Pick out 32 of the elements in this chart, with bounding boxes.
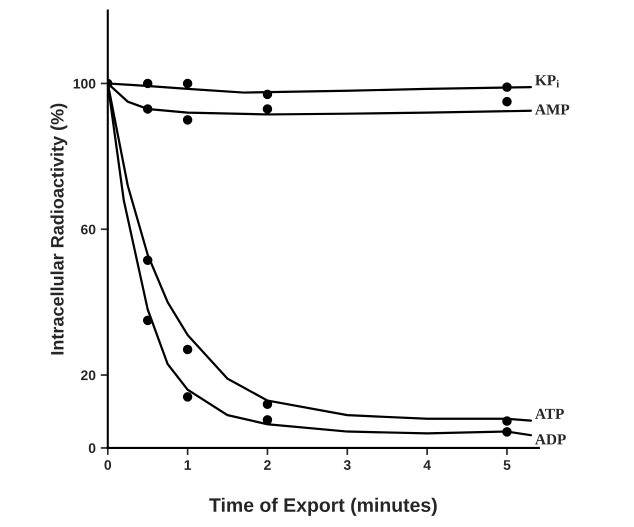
x-tick-label: 3 bbox=[344, 460, 351, 470]
y-tick-label: 20 bbox=[81, 370, 96, 380]
series-label: ATP bbox=[535, 408, 564, 419]
point bbox=[182, 344, 192, 354]
point bbox=[182, 392, 192, 402]
point bbox=[502, 416, 512, 426]
point bbox=[262, 399, 272, 409]
point bbox=[502, 82, 512, 92]
point bbox=[182, 78, 192, 88]
series-label: AMP bbox=[535, 104, 570, 114]
point bbox=[182, 115, 192, 125]
point bbox=[142, 104, 152, 114]
series-label: KP$_{i}$ bbox=[535, 75, 560, 88]
point bbox=[502, 96, 512, 106]
y-axis-title: Intracellular Radioactivity (%) bbox=[50, 104, 68, 354]
point bbox=[262, 415, 272, 425]
y-tick-label: 100 bbox=[74, 78, 96, 89]
point bbox=[502, 427, 512, 437]
y-tick-label: 0 bbox=[88, 443, 96, 454]
x-axis-title: Time of Export (minutes) bbox=[209, 498, 437, 516]
x-tick-label: 0 bbox=[104, 460, 112, 470]
point bbox=[262, 104, 272, 114]
point bbox=[262, 90, 272, 100]
x-tick-label: 5 bbox=[504, 460, 510, 470]
x-tick-label: 2 bbox=[264, 460, 271, 470]
x-tick-label: 1 bbox=[184, 460, 192, 470]
series-label: ADP bbox=[535, 434, 566, 444]
y-tick-label: 60 bbox=[81, 224, 96, 234]
point bbox=[142, 78, 152, 88]
point bbox=[142, 255, 152, 265]
point bbox=[142, 316, 152, 326]
x-tick-label: 4 bbox=[423, 460, 431, 470]
